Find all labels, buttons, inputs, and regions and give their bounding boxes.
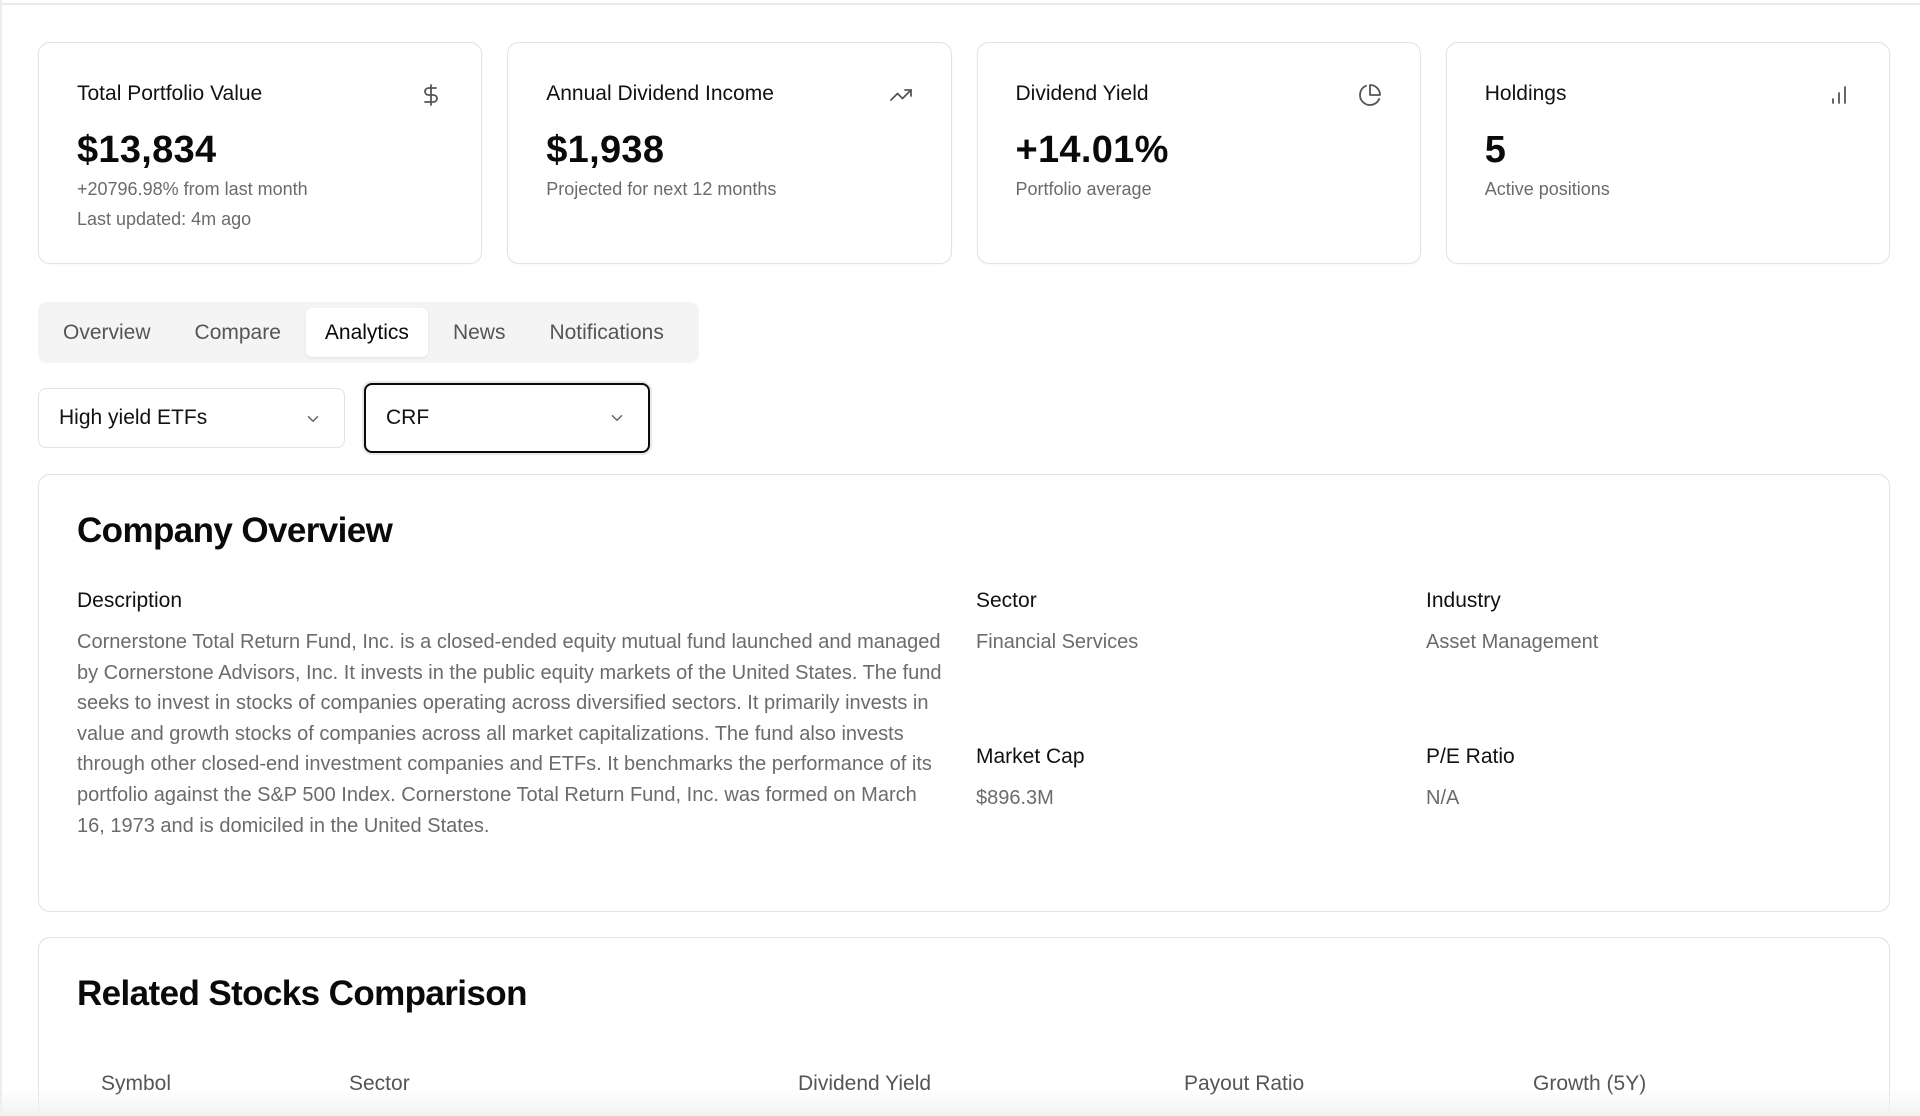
tab-news[interactable]: News — [452, 320, 506, 344]
symbol-select-value: CRF — [386, 406, 430, 429]
stat-value: $13,834 — [77, 129, 217, 171]
column-header-symbol[interactable]: Symbol — [101, 1072, 172, 1095]
bar-chart-icon — [1832, 86, 1846, 104]
stat-subtitle: Projected for next 12 months — [546, 179, 777, 199]
tab-notifications[interactable]: Notifications — [549, 320, 664, 344]
pe-ratio-label: P/E Ratio — [1426, 745, 1515, 768]
industry-label: Industry — [1426, 589, 1501, 612]
stats-row: Total Portfolio Value $13,834 +20796.98%… — [38, 42, 1890, 264]
stat-title: Dividend Yield — [1015, 82, 1149, 105]
column-header-growth-5y[interactable]: Growth (5Y) — [1533, 1072, 1647, 1095]
stat-title: Annual Dividend Income — [546, 82, 774, 105]
stat-card-dividend-yield: Dividend Yield +14.01% Portfolio average — [976, 42, 1421, 264]
column-header-sector[interactable]: Sector — [349, 1072, 410, 1095]
left-divider — [0, 0, 2, 1116]
dollar-icon — [424, 84, 439, 106]
trending-up-icon — [889, 89, 912, 101]
industry-value: Asset Management — [1426, 631, 1599, 653]
market-cap-label: Market Cap — [976, 745, 1085, 768]
top-divider — [0, 3, 1920, 5]
stat-value: $1,938 — [546, 129, 665, 171]
stat-card-annual-dividend-income: Annual Dividend Income $1,938 Projected … — [507, 42, 952, 264]
bottom-fade — [0, 1090, 1920, 1116]
tab-overview[interactable]: Overview — [63, 320, 151, 344]
stat-title: Holdings — [1484, 82, 1567, 105]
stat-value: +14.01% — [1015, 129, 1169, 171]
company-overview-panel: Company Overview Description Cornerstone… — [38, 474, 1890, 912]
tab-analytics[interactable]: Analytics — [305, 308, 428, 357]
stat-last-updated: Last updated: 4m ago — [77, 209, 252, 229]
company-overview-title: Company Overview — [77, 511, 393, 550]
stat-value: 5 — [1484, 129, 1507, 171]
column-header-dividend-yield[interactable]: Dividend Yield — [798, 1072, 932, 1095]
stat-subtitle: Active positions — [1484, 179, 1610, 199]
watchlist-select[interactable]: High yield ETFs — [38, 388, 345, 448]
related-stocks-title: Related Stocks Comparison — [77, 974, 527, 1013]
symbol-select[interactable]: CRF — [364, 383, 650, 453]
chevron-down-icon — [307, 416, 319, 422]
stat-card-total-portfolio-value: Total Portfolio Value $13,834 +20796.98%… — [38, 42, 483, 264]
stat-subtitle: Portfolio average — [1015, 179, 1152, 199]
stat-card-holdings: Holdings 5 Active positions — [1445, 42, 1890, 264]
sector-label: Sector — [976, 589, 1037, 612]
stat-title: Total Portfolio Value — [77, 82, 263, 105]
tab-compare[interactable]: Compare — [194, 320, 281, 344]
sector-value: Financial Services — [976, 631, 1139, 653]
chevron-down-icon — [611, 415, 623, 421]
watchlist-select-value: High yield ETFs — [59, 406, 208, 429]
description-text: Cornerstone Total Return Fund, Inc. is a… — [77, 631, 942, 837]
related-stocks-panel: Related Stocks Comparison — [38, 937, 1890, 1116]
pie-chart-icon — [1358, 84, 1381, 106]
stat-change: +20796.98% from last month — [77, 179, 308, 199]
column-header-payout-ratio[interactable]: Payout Ratio — [1184, 1072, 1305, 1095]
pe-ratio-value: N/A — [1426, 787, 1460, 809]
description-label: Description — [77, 589, 183, 612]
market-cap-value: $896.3M — [976, 787, 1054, 809]
tab-bar: Overview Compare Analytics News Notifica… — [38, 302, 699, 363]
